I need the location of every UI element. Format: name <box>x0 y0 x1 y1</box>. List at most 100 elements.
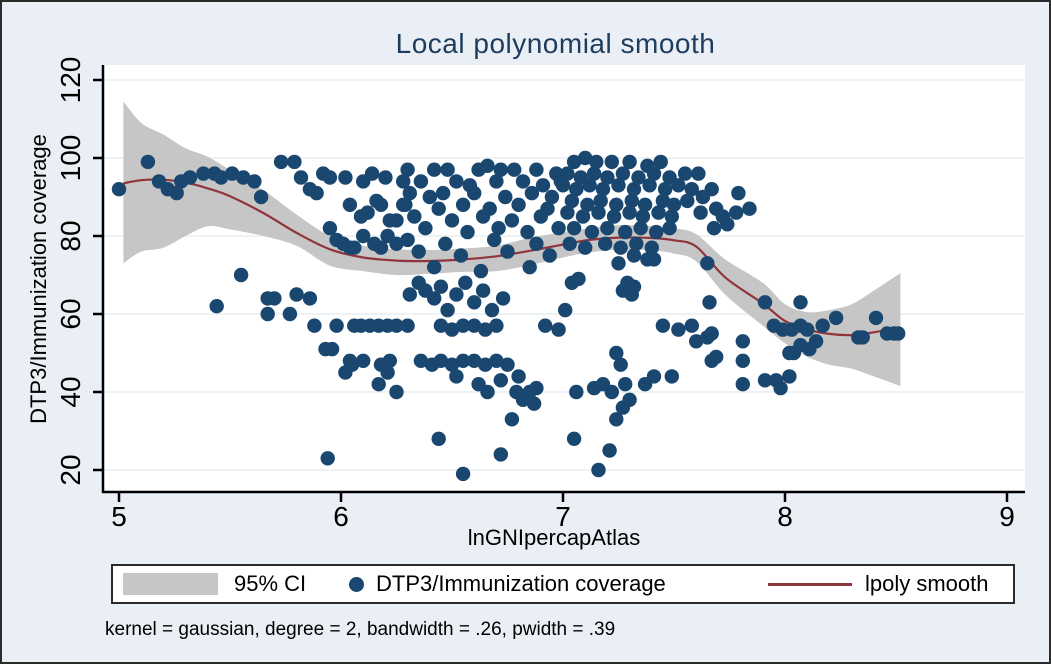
scatter-point <box>544 189 560 205</box>
scatter-point <box>626 182 642 197</box>
scatter-point <box>182 170 198 185</box>
scatter-point <box>356 228 371 244</box>
scatter-point <box>538 318 553 333</box>
scatter-point <box>735 353 750 368</box>
scatter-point <box>504 213 520 228</box>
scatter-point <box>467 185 482 201</box>
axes: 5 6 7 8 9 20 40 60 80 100 120 <box>55 57 1025 532</box>
scatter-point <box>606 209 622 224</box>
y-tick-label: 20 <box>55 454 86 485</box>
scatter-point <box>702 295 717 310</box>
scatter-point <box>562 236 577 251</box>
scatter-point <box>657 182 673 197</box>
scatter-point <box>455 466 471 482</box>
scatter-point <box>566 431 582 446</box>
scatter-point <box>444 322 460 337</box>
scatter-point <box>551 221 566 236</box>
scatter-point <box>566 221 582 236</box>
scatter-point <box>593 193 608 209</box>
scatter-point <box>455 353 471 368</box>
scatter-point <box>560 205 575 220</box>
scatter-point <box>489 174 504 189</box>
scatter-point <box>467 318 482 333</box>
x-tick-label: 6 <box>333 501 349 532</box>
scatter-point <box>735 377 750 392</box>
y-tick-label: 120 <box>55 57 86 104</box>
scatter-point <box>400 318 415 333</box>
scatter-point <box>624 193 639 209</box>
scatter-point <box>642 178 657 193</box>
scatter-point <box>662 221 677 236</box>
scatter-point <box>618 377 633 392</box>
scatter-point <box>431 201 446 216</box>
scatter-point <box>631 170 646 185</box>
scatter-point <box>455 318 471 333</box>
scatter-point <box>742 201 757 216</box>
scatter-point <box>564 193 580 209</box>
scatter-point <box>533 209 548 224</box>
scatter-point <box>511 197 526 212</box>
scatter-point <box>524 185 540 201</box>
scatter-point <box>529 162 544 177</box>
scatter-point <box>444 357 460 372</box>
scatter-point <box>413 174 429 189</box>
scatter-point <box>373 197 389 212</box>
scatter-point <box>453 248 469 263</box>
scatter-point <box>209 299 224 314</box>
scatter-point <box>449 369 464 384</box>
scatter-point <box>398 197 413 212</box>
scatter-point <box>653 154 668 170</box>
scatter-point <box>666 197 682 212</box>
scatter-point <box>522 384 537 400</box>
legend-line-label: lpoly smooth <box>865 571 989 596</box>
scatter-point <box>646 166 662 181</box>
scatter-point <box>140 154 156 170</box>
scatter-point <box>467 353 482 368</box>
x-tick-label: 9 <box>999 501 1015 532</box>
scatter-point <box>402 185 417 201</box>
scatter-point <box>260 306 275 322</box>
ci-band <box>123 101 901 387</box>
scatter-layer <box>111 150 906 482</box>
scatter-point <box>475 209 491 224</box>
scatter-point <box>706 221 722 236</box>
scatter-point <box>322 170 338 185</box>
y-tick-label: 60 <box>55 298 86 329</box>
scatter-point <box>626 279 642 294</box>
scatter-point <box>449 174 464 189</box>
scatter-point <box>529 236 544 251</box>
scatter-point <box>586 166 602 181</box>
scatter-point <box>793 295 808 310</box>
scatter-point <box>382 353 397 368</box>
x-axis-title: lnGNIpercapAtlas <box>468 525 640 550</box>
scatter-point <box>427 260 442 275</box>
scatter-point <box>598 236 613 251</box>
scatter-point <box>564 275 580 290</box>
scatter-point <box>413 353 429 368</box>
scatter-point <box>757 295 773 310</box>
scatter-point <box>449 287 464 302</box>
scatter-point <box>309 185 324 201</box>
scatter-point <box>433 279 449 294</box>
scatter-point <box>493 373 508 388</box>
scatter-point <box>427 291 442 306</box>
scatter-point <box>560 166 575 181</box>
scatter-point <box>595 182 611 197</box>
scatter-point <box>322 221 338 236</box>
scatter-point <box>691 166 706 181</box>
legend-ci-label: 95% CI <box>234 571 307 596</box>
scatter-point <box>364 166 380 181</box>
scatter-point <box>602 443 617 458</box>
scatter-point <box>693 205 708 220</box>
scatter-point <box>611 178 626 193</box>
scatter-point <box>356 353 371 368</box>
scatter-point <box>773 380 788 396</box>
scatter-point <box>828 310 844 326</box>
scatter-point <box>575 209 591 224</box>
scatter-point <box>604 384 619 400</box>
scatter-point <box>225 166 240 181</box>
scatter-point <box>495 291 511 306</box>
scatter-point <box>618 224 633 240</box>
scatter-point <box>613 357 628 372</box>
